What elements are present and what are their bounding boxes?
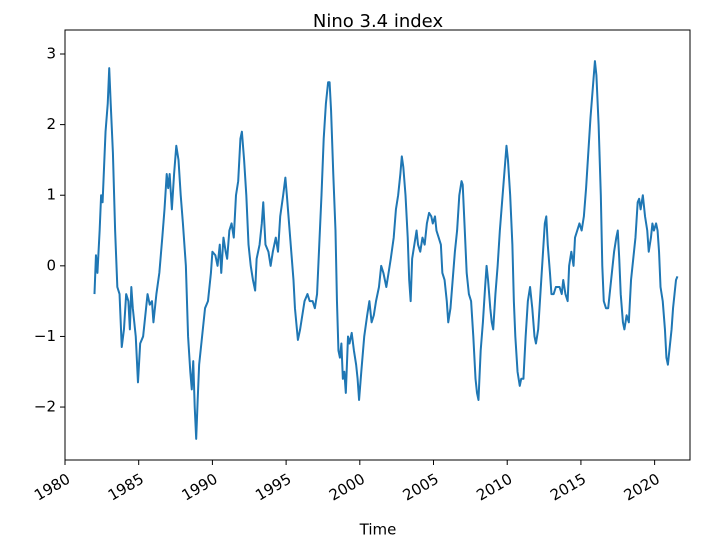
y-tick-label: 0 — [46, 256, 56, 274]
chart-title: Nino 3.4 index — [313, 11, 444, 32]
y-tick-label: 3 — [46, 45, 56, 63]
x-tick-label: 1980 — [31, 470, 73, 505]
y-tick-label: −1 — [34, 327, 56, 345]
x-tick-label: 1985 — [105, 470, 147, 505]
plot-frame — [64, 29, 691, 461]
x-tick-label: 1995 — [252, 470, 294, 505]
data-line — [93, 60, 679, 440]
x-tick-label: 2000 — [326, 470, 368, 505]
x-tick-label: 2020 — [621, 470, 663, 505]
x-tick-label: 2005 — [400, 470, 442, 505]
x-tick-label: 2015 — [547, 470, 589, 505]
y-tick-label: −2 — [34, 398, 56, 416]
x-tick-label: 1990 — [179, 470, 221, 505]
x-axis-label: Time — [359, 521, 397, 539]
y-tick-label: 2 — [46, 115, 56, 133]
x-tick-label: 2010 — [473, 470, 515, 505]
y-tick-label: 1 — [46, 186, 56, 204]
